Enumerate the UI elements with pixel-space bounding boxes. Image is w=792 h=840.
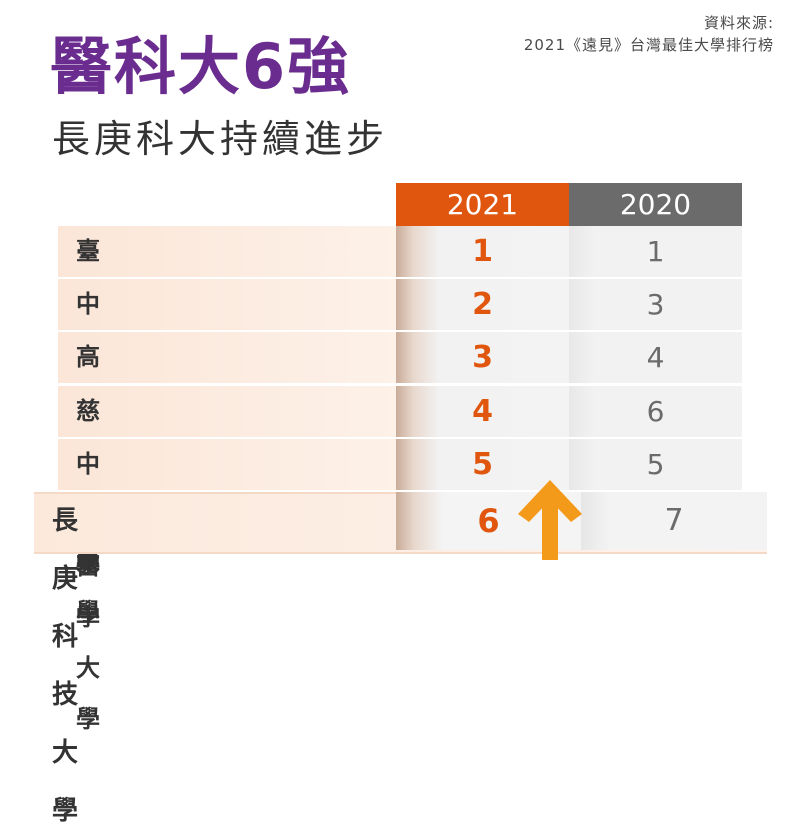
- column-header-2020: 2020: [569, 183, 742, 226]
- page-title: 醫科大6強: [50, 30, 352, 103]
- rank-2021: 1: [396, 226, 569, 277]
- rank-2020: 6: [569, 386, 742, 437]
- row-divider: [58, 383, 742, 385]
- university-name: 長庚科技大學: [52, 506, 79, 826]
- university-name: 臺北醫學大學: [76, 237, 100, 520]
- university-name: 慈濟大學: [76, 397, 100, 578]
- rank-2021: 5: [396, 439, 569, 490]
- rank-2021: 4: [396, 386, 569, 437]
- page-subtitle: 長庚科大持續進步: [52, 117, 389, 161]
- rank-2021: 3: [396, 332, 569, 383]
- column-header-2021: 2021: [396, 183, 569, 226]
- row-divider: [58, 277, 742, 279]
- university-name: 高雄醫學大學: [76, 343, 100, 626]
- rank-2020: 7: [581, 492, 767, 550]
- up-arrow-icon: [518, 480, 582, 560]
- university-name: 中山醫學大學: [76, 450, 100, 733]
- rank-2021: 2: [396, 279, 569, 330]
- source-label: 資料來源:: [703, 14, 774, 32]
- source-title: 2021《遠見》台灣最佳大學排行榜: [523, 36, 774, 54]
- source-note: 資料來源: 2021《遠見》台灣最佳大學排行榜: [524, 12, 774, 56]
- rank-2020: 5: [569, 439, 742, 490]
- rank-2020: 4: [569, 332, 742, 383]
- university-name: 中國醫藥大學: [76, 290, 100, 573]
- ranking-table: 2021 2020 臺北醫學大學 1 1 中國醫藥大學 2 3 高雄醫學大學 3…: [34, 183, 767, 826]
- row-divider: [58, 330, 742, 332]
- row-divider: [58, 437, 742, 439]
- rank-2020: 1: [569, 226, 742, 277]
- rank-2020: 3: [569, 279, 742, 330]
